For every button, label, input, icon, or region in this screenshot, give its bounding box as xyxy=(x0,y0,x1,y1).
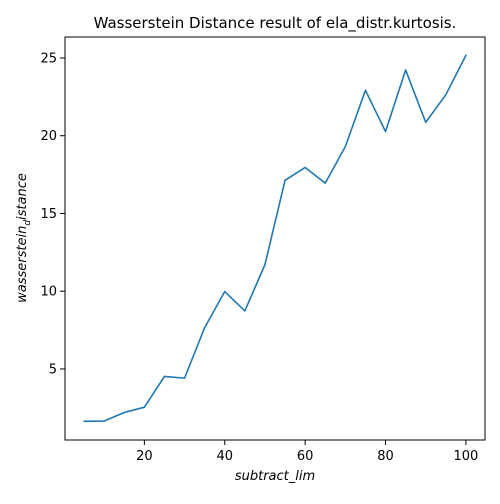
y-tick-label: 5 xyxy=(49,362,57,377)
y-tick-label: 20 xyxy=(40,129,57,144)
y-axis-label-subscript: d xyxy=(23,220,33,226)
x-tick-label: 80 xyxy=(377,449,394,464)
y-tick-label: 15 xyxy=(40,207,57,222)
x-axis: 20 40 60 80 100 xyxy=(136,440,478,464)
y-axis: 5 10 15 20 25 xyxy=(40,51,65,377)
y-axis-label: wassersteindistance xyxy=(15,173,33,303)
chart-title: Wasserstein Distance result of ela_distr… xyxy=(94,14,457,33)
x-tick-label: 60 xyxy=(297,449,314,464)
x-tick-label: 20 xyxy=(136,449,153,464)
series-layer xyxy=(83,54,467,423)
x-tick-label: 100 xyxy=(453,449,478,464)
x-tick-label: 40 xyxy=(216,449,233,464)
y-tick-label: 25 xyxy=(40,51,57,66)
y-tick-label: 10 xyxy=(40,285,57,300)
y-axis-label-rest: istance xyxy=(15,173,30,220)
plot-area xyxy=(64,36,486,441)
axes-frame xyxy=(64,36,486,441)
y-axis-label-main: wasserstein xyxy=(15,226,30,303)
series-line-0 xyxy=(83,54,467,423)
x-axis-label: subtract_lim xyxy=(235,469,315,484)
